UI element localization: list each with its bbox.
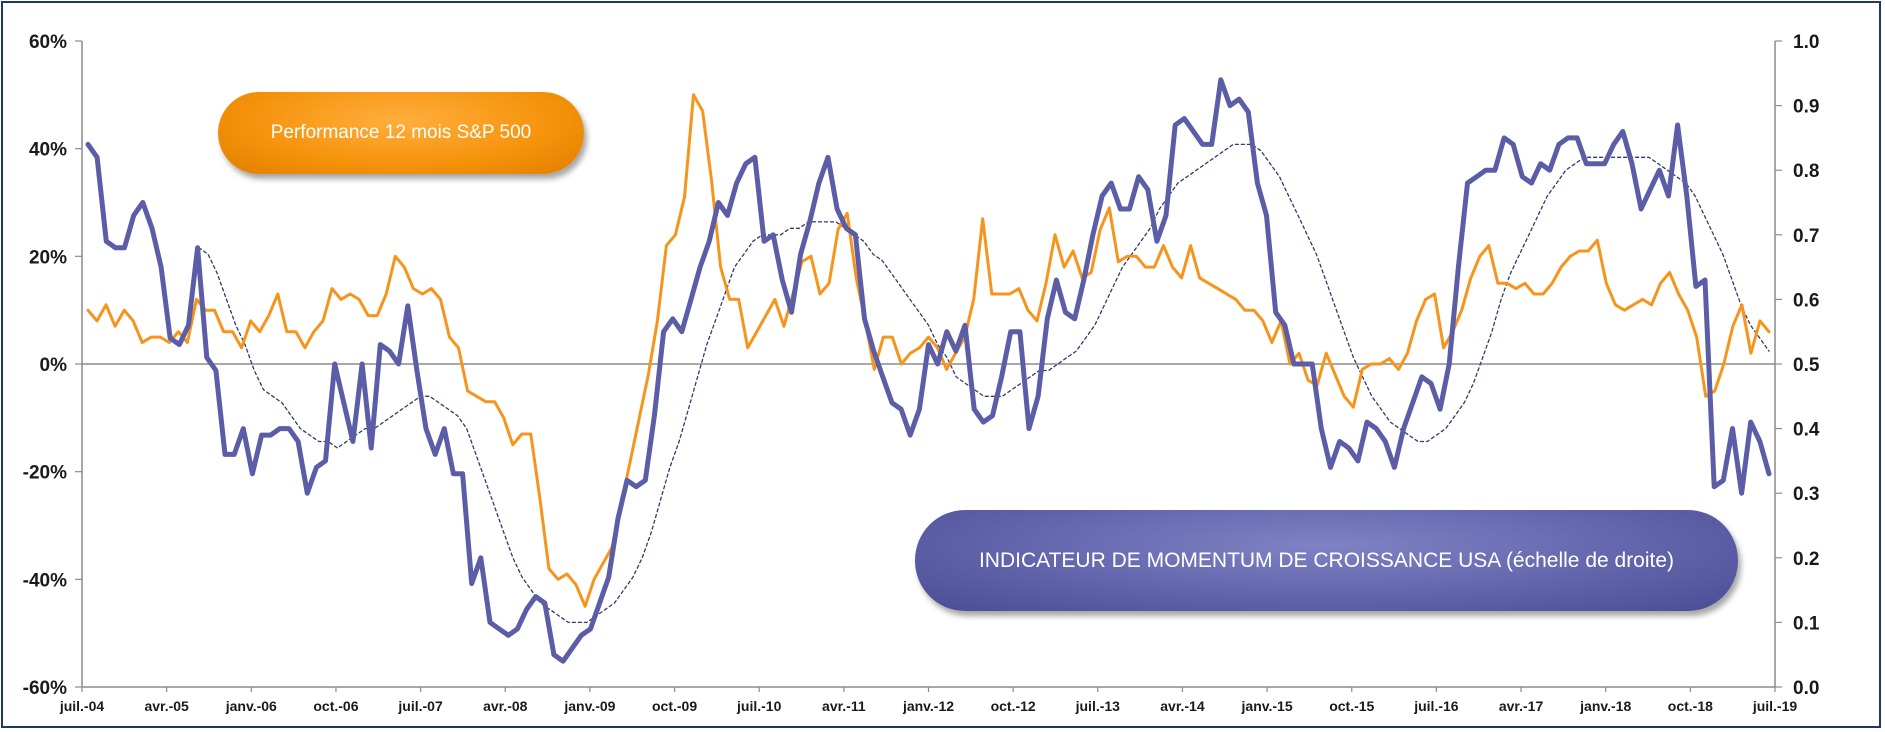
left-tick-label: -40% (23, 570, 67, 591)
x-tick-label: juil.-13 (1075, 698, 1121, 714)
right-axis-ticks: 1.0 0.9 0.8 0.7 0.6 0.5 0.4 0.3 0.2 0.1 0.0 (1775, 32, 1820, 699)
right-tick-label: 0.4 (1793, 420, 1820, 441)
x-tick-label: juil.-16 (1413, 698, 1459, 714)
x-tick-label: juil.-19 (1752, 698, 1798, 714)
x-tick-label: avr.-05 (144, 698, 189, 714)
sp500-series-line (86, 93, 1771, 608)
x-tick-label: juil.-07 (397, 698, 443, 714)
sp500-callout: Performance 12 mois S&P 500 (218, 92, 584, 174)
right-tick-label: 0.0 (1793, 678, 1819, 699)
right-tick-label: 0.9 (1793, 97, 1819, 118)
series-layer (85, 77, 1772, 664)
right-tick-label: 0.7 (1793, 226, 1819, 247)
x-tick-label: avr.-14 (1160, 698, 1205, 714)
left-tick-label: 40% (29, 140, 67, 161)
left-tick-label: 60% (29, 32, 67, 53)
x-tick-label: janv.-12 (902, 698, 954, 714)
x-tick-label: janv.-06 (225, 698, 277, 714)
x-tick-label: oct.-12 (991, 698, 1036, 714)
right-tick-label: 0.2 (1793, 549, 1819, 570)
x-tick-label: oct.-06 (313, 698, 358, 714)
momentum-series-line (85, 77, 1772, 664)
x-tick-label: juil.-10 (736, 698, 782, 714)
x-tick-label: oct.-15 (1329, 698, 1374, 714)
right-tick-label: 0.6 (1793, 290, 1819, 311)
right-tick-label: 0.1 (1793, 613, 1820, 634)
x-tick-label: avr.-17 (1499, 698, 1544, 714)
left-tick-label: -60% (23, 678, 67, 699)
x-tick-label: juil.-04 (59, 698, 105, 714)
right-tick-label: 0.3 (1793, 484, 1819, 505)
right-tick-label: 0.8 (1793, 161, 1819, 182)
x-axis-ticks: juil.-04 avr.-05 janv.-06 oct.-06 juil.-07 av… (59, 687, 1798, 714)
right-tick-label: 1.0 (1793, 32, 1819, 53)
x-tick-label: oct.-09 (652, 698, 697, 714)
right-tick-label: 0.5 (1793, 355, 1820, 376)
momentum-callout-label: INDICATEUR DE MOMENTUM DE CROISSANCE USA… (978, 548, 1675, 572)
x-tick-label: oct.-18 (1668, 698, 1713, 714)
sp500-callout-label: Performance 12 mois S&P 500 (270, 122, 532, 143)
left-tick-label: 0% (40, 355, 68, 376)
x-tick-label: janv.-09 (563, 698, 615, 714)
left-tick-label: 20% (29, 247, 67, 268)
x-tick-label: janv.-18 (1579, 698, 1631, 714)
left-tick-label: -20% (23, 463, 67, 484)
left-axis-ticks: 60% 40% 20% 0% -20% -40% -60% (23, 32, 82, 699)
x-tick-label: avr.-08 (483, 698, 528, 714)
x-tick-label: janv.-15 (1241, 698, 1293, 714)
x-tick-label: avr.-11 (822, 698, 866, 714)
momentum-callout: INDICATEUR DE MOMENTUM DE CROISSANCE USA… (915, 510, 1738, 611)
